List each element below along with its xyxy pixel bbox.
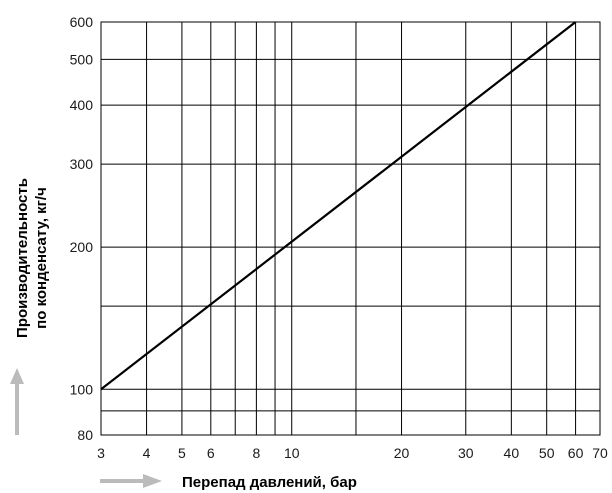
y-tick-label-300: 300	[70, 156, 94, 172]
x-tick-label-70: 70	[592, 445, 608, 461]
y-axis-arrow-icon	[10, 368, 24, 435]
y-tick-label-500: 500	[70, 51, 94, 67]
x-tick-label-60: 60	[568, 445, 584, 461]
y-tick-label-80: 80	[77, 427, 93, 443]
x-tick-label-3: 3	[97, 445, 105, 461]
y-tick-label-400: 400	[70, 97, 94, 113]
y-axis-title-line2: по конденсату, кг/ч	[33, 187, 50, 329]
x-tick-label-20: 20	[394, 445, 410, 461]
y-tick-label-600: 600	[70, 14, 94, 30]
x-tick-label-8: 8	[252, 445, 260, 461]
y-tick-label-100: 100	[70, 381, 94, 397]
series-layer	[100, 21, 577, 391]
x-axis-ticks: 3 4 5 6 8 10 20 30 40 50 60 70	[97, 445, 608, 461]
x-tick-label-4: 4	[143, 445, 151, 461]
plot-frame	[100, 21, 601, 436]
x-tick-label-50: 50	[539, 445, 555, 461]
grid	[100, 21, 601, 436]
x-tick-label-6: 6	[207, 445, 215, 461]
y-axis-ticks: 80 100 200 300 400 500 600	[70, 14, 94, 443]
y-tick-label-200: 200	[70, 239, 94, 255]
x-axis-title: Перепад давлений, бар	[182, 474, 357, 491]
x-tick-label-5: 5	[178, 445, 186, 461]
x-tick-label-40: 40	[504, 445, 520, 461]
series-line-0	[100, 21, 577, 391]
x-tick-label-10: 10	[284, 445, 300, 461]
y-axis-title-line1: Производительность	[14, 178, 31, 338]
x-tick-label-30: 30	[458, 445, 474, 461]
x-axis-arrow-icon	[100, 474, 162, 488]
